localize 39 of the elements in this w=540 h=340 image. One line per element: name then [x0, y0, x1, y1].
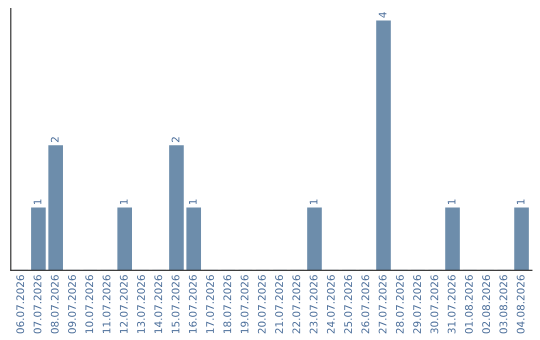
x-tick-label: 03.08.2026	[499, 275, 508, 334]
data-label: 1	[120, 200, 128, 204]
x-tick-label: 02.08.2026	[482, 275, 490, 334]
data-label: 1	[34, 200, 42, 204]
x-tick-label: 20.07.2026	[258, 275, 266, 334]
x-tick-label: 14.07.2026	[154, 275, 162, 333]
x-tick-label: 06.07.2026	[16, 275, 24, 334]
data-label: 2	[50, 137, 59, 142]
x-tick-label: 18.07.2026	[223, 275, 232, 333]
x-tick-label: 01.08.2026	[464, 275, 473, 334]
x-tick-label: 12.07.2026	[120, 275, 128, 333]
x-tick-label: 25.07.2026	[344, 275, 352, 334]
x-tick-label: 23.07.2026	[310, 275, 318, 334]
x-tick-label: 17.07.2026	[206, 275, 214, 333]
x-tick-label: 09.07.2026	[68, 275, 76, 334]
data-label: 4	[378, 12, 386, 18]
x-tick-label: 15.07.2026	[172, 275, 180, 333]
x-tick-label: 10.07.2026	[85, 275, 94, 333]
x-tick-label: 31.07.2026	[448, 275, 456, 334]
data-label: 1	[448, 200, 456, 204]
x-tick-label: 13.07.2026	[137, 275, 145, 333]
x-tick-label: 04.08.2026	[516, 275, 525, 334]
x-tick-label: 30.07.2026	[430, 275, 438, 334]
data-label: 1	[188, 200, 197, 204]
x-tick-label: 16.07.2026	[188, 275, 197, 333]
x-tick-label: 11.07.2026	[102, 275, 110, 333]
data-label: 2	[172, 137, 180, 142]
x-tick-label: 26.07.2026	[361, 275, 370, 334]
x-tick-label: 19.07.2026	[240, 275, 248, 333]
data-label: 1	[516, 200, 524, 204]
x-tick-label: 27.07.2026	[378, 275, 387, 334]
x-tick-label: 08.07.2026	[50, 275, 59, 334]
x-tick-label: 21.07.2026	[275, 275, 283, 334]
x-tick-label: 24.07.2026	[326, 275, 335, 334]
x-tick-label: 22.07.2026	[292, 275, 300, 334]
x-tick-label: 28.07.2026	[396, 275, 404, 334]
data-label: 1	[310, 200, 318, 204]
x-tick-label: 07.07.2026	[34, 275, 42, 334]
x-tick-label: 29.07.2026	[413, 275, 422, 334]
